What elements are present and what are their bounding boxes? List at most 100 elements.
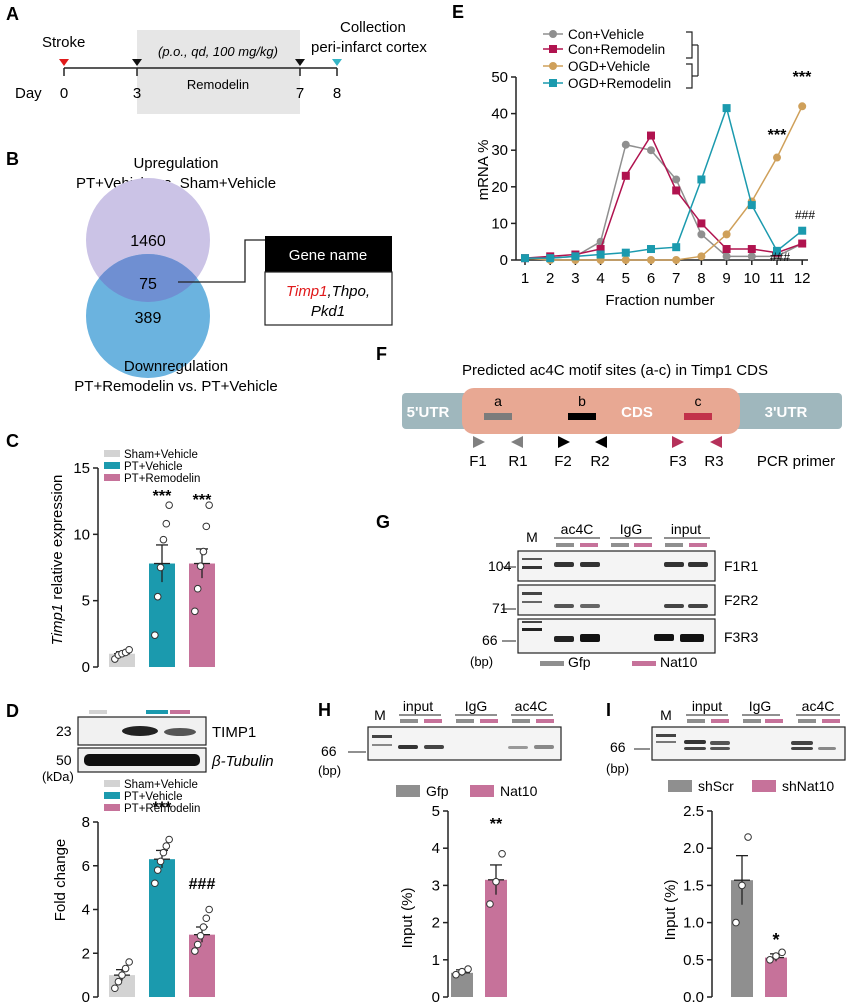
e-point-1 (798, 239, 807, 248)
panel-label-f: F (376, 344, 387, 364)
day-3: 3 (133, 85, 141, 102)
chartC-bar-2 (189, 563, 215, 667)
e-point-3 (571, 252, 580, 261)
h-unit: (bp) (318, 763, 341, 778)
chartI-point (772, 952, 780, 960)
chartC-point (193, 584, 202, 593)
chartD-point (118, 971, 126, 979)
motif-site-b (568, 413, 596, 420)
chartI-ytick-label: 1.5 (683, 877, 704, 894)
e-sig-fraction12: *** (793, 69, 812, 86)
e-point-2 (798, 102, 807, 111)
chartD-sig: *** (153, 799, 172, 816)
d-lane-indicator-sham (89, 710, 107, 714)
chartC-ytick-label: 5 (82, 593, 90, 610)
e-legend: Con+Vehicle Con+Remodelin OGD+Vehicle OG… (543, 27, 699, 91)
panel-h: H M input IgG ac4C 66 (bp) Gfp Nat10 Inp… (318, 698, 562, 1006)
drug-label: Remodelin (187, 77, 249, 92)
venn-up-title: Upregulation (133, 155, 218, 172)
primer-r1-icon (511, 436, 523, 448)
motif-site-a (484, 413, 512, 420)
g-size-71: 71 (492, 600, 508, 616)
i-legend-swatch-shscr (668, 780, 692, 792)
chartH-bar-1 (485, 879, 507, 997)
e-ytick-label: 30 (491, 142, 508, 159)
d-lane-indicator-remodelin (170, 710, 190, 714)
e-xlabel: Fraction number (605, 292, 714, 309)
chartC-point (159, 535, 168, 544)
chartC-ytick-label: 10 (73, 526, 90, 543)
panel-label-d: D (6, 701, 19, 721)
chartC-point (205, 501, 213, 509)
chartI-point (744, 833, 752, 841)
e-point-3 (773, 246, 781, 255)
e-legend-con-vehicle: Con+Vehicle (568, 27, 644, 42)
chartD-point (205, 905, 213, 914)
e-point-3 (546, 254, 555, 263)
c-legend-swatch-pt (104, 462, 120, 469)
utr3-label: 3'UTR (765, 404, 808, 421)
e-point-2 (722, 230, 731, 239)
chartI-ytick-label: 1.0 (683, 915, 704, 932)
chartC-ytick-label: 0 (82, 659, 90, 676)
g-legend-swatch-nat10 (632, 661, 656, 666)
gel-i (651, 726, 846, 761)
e-legend-ogd-vehicle: OGD+Vehicle (568, 59, 650, 74)
panel-label-e: E (452, 2, 464, 22)
day-8: 8 (333, 85, 341, 102)
venn-down-title: Downregulation (124, 358, 228, 375)
panel-label-a: A (6, 4, 19, 24)
timp1-label: TIMP1 (212, 724, 256, 741)
d-lane-indicator-pt (146, 710, 168, 714)
i-lane-igg: IgG (749, 698, 772, 714)
cds-region (462, 388, 740, 434)
chartD-bar-1 (149, 859, 175, 997)
gene-header: Gene name (289, 247, 367, 264)
gel-f2r2 (517, 584, 716, 616)
i-legend-shscr: shScr (698, 778, 734, 794)
treatment-shading (137, 30, 300, 114)
chartD-point (202, 914, 211, 923)
e-xtick-label: 12 (794, 270, 811, 287)
chartD-point (111, 984, 119, 993)
e-point-3 (747, 201, 756, 210)
e-legend-marker-ogd-remodelin (549, 79, 557, 87)
chartD-point (151, 879, 159, 888)
chartI-sig: * (772, 930, 779, 950)
kda-23: 23 (56, 723, 72, 739)
d-legend-swatch-remodelin (104, 804, 120, 811)
e-point-3 (596, 250, 605, 259)
e-ytick-label: 20 (491, 179, 508, 196)
e-legend-bracket-1 (686, 31, 693, 59)
primer-r3-icon (710, 436, 722, 448)
d-legend-remodelin: PT+Remodelin (124, 803, 200, 815)
g-legend-gfp: Gfp (568, 654, 591, 670)
g-legend-nat10: Nat10 (660, 654, 698, 670)
c-legend-swatch-remodelin (104, 474, 120, 481)
chartC-point (156, 563, 165, 572)
i-legend-swatch-shnat10 (752, 780, 776, 792)
chartI-bar-0 (731, 880, 753, 997)
chartD-point (165, 835, 173, 844)
e-point-2 (621, 256, 630, 264)
day-7: 7 (296, 85, 304, 102)
primer-r1: R1 (508, 453, 527, 470)
kda-unit: (kDa) (42, 769, 74, 784)
e-xtick-label: 2 (546, 270, 554, 287)
e-xtick-label: 8 (697, 270, 705, 287)
primer-f3: F3 (669, 453, 687, 470)
e-point-2 (697, 252, 706, 261)
i-legend-shnat10: shNat10 (782, 778, 834, 794)
venn-overlap (86, 254, 210, 302)
collection-label: Collection (340, 19, 406, 36)
chartD-point (196, 931, 205, 940)
chartC-point (125, 645, 133, 654)
chartH-ytick-label: 2 (432, 915, 440, 932)
panel-label-g: G (376, 512, 390, 532)
e-point-3 (672, 243, 681, 252)
svg-text:Timp1,Thpo,: Timp1,Thpo, (286, 283, 370, 300)
chartI-point (732, 918, 740, 927)
dosing-label: (p.o., qd, 100 mg/kg) (158, 44, 278, 59)
chartD-point (153, 866, 162, 874)
